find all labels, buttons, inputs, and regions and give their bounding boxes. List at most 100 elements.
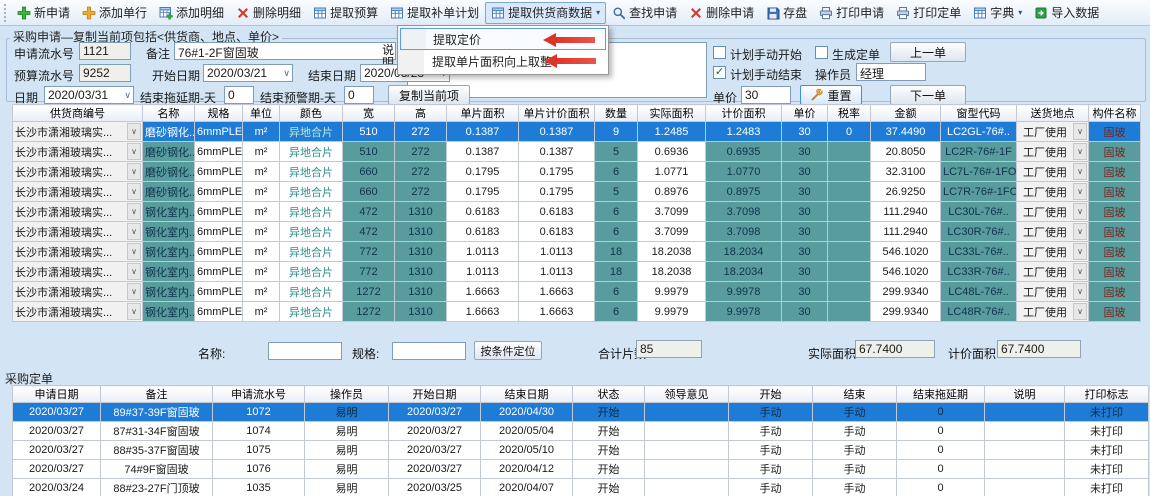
remark-field[interactable]: 76#1-2F窗固玻 bbox=[174, 42, 396, 60]
generate-order-checkbox[interactable] bbox=[815, 46, 828, 59]
delivery-dropdown[interactable]: 工厂使用 ∨ bbox=[1016, 181, 1089, 202]
menu-item-2[interactable]: 提取单片面积向上取整 bbox=[400, 50, 606, 72]
supplier-dropdown[interactable]: 长沙市潇湘玻璃实... ∨ bbox=[12, 181, 143, 202]
column-header[interactable]: 规格 bbox=[194, 104, 243, 122]
column-header[interactable]: 结束拖延期 bbox=[896, 385, 985, 403]
operator-field[interactable]: 经理 bbox=[856, 63, 926, 81]
delivery-dropdown[interactable]: 工厂使用 ∨ bbox=[1016, 121, 1089, 142]
toolbar-button-6[interactable]: 提取补单计划 bbox=[384, 2, 485, 24]
supplier-dropdown[interactable]: 长沙市潇湘玻璃实... ∨ bbox=[12, 241, 143, 262]
supplier-dropdown[interactable]: 长沙市潇湘玻璃实... ∨ bbox=[12, 141, 143, 162]
column-header[interactable]: 单片计价面积 bbox=[518, 104, 595, 122]
column-header[interactable]: 数量 bbox=[594, 104, 638, 122]
toolbar-button-12[interactable]: 打印定单 bbox=[890, 2, 967, 24]
table-row[interactable]: 长沙市潇湘玻璃实...∨钢化室内..6mmPLE...m²异地合片1272131… bbox=[12, 281, 1141, 302]
column-header[interactable]: 金额 bbox=[870, 104, 941, 122]
unit-price-field[interactable]: 30 bbox=[741, 86, 791, 104]
plan-manual-start-checkbox[interactable] bbox=[713, 46, 726, 59]
column-header[interactable]: 送货地点 bbox=[1016, 104, 1089, 122]
column-header[interactable]: 开始日期 bbox=[388, 385, 481, 403]
delivery-dropdown[interactable]: 工厂使用 ∨ bbox=[1016, 161, 1089, 182]
menu-item-1[interactable]: 提取定价 bbox=[400, 28, 606, 50]
delivery-dropdown[interactable]: 工厂使用 ∨ bbox=[1016, 301, 1089, 322]
column-header[interactable]: 供货商编号 bbox=[12, 104, 143, 122]
column-header[interactable]: 说明 bbox=[984, 385, 1065, 403]
column-header[interactable]: 名称 bbox=[142, 104, 195, 122]
table-row[interactable]: 2020/03/27 89#37-39F窗固玻 1072 易明 2020/03/27 20… bbox=[12, 402, 1149, 422]
warn-field[interactable]: 0 bbox=[344, 86, 374, 104]
toolbar-button-9[interactable]: 删除申请 bbox=[683, 2, 760, 24]
toolbar-button-10[interactable]: 存盘 bbox=[760, 2, 813, 24]
table-row[interactable]: 长沙市潇湘玻璃实...∨钢化室内..6mmPLE...m²异地合片7721310… bbox=[12, 261, 1141, 282]
table-row[interactable]: 2020/03/24 88#23-27F门顶玻 1035 易明 2020/03/25 20… bbox=[12, 478, 1149, 496]
column-header[interactable]: 状态 bbox=[572, 385, 645, 403]
table-row[interactable]: 长沙市潇湘玻璃实...∨磨砂钢化..6mmPLE...m²异地合片6602720… bbox=[12, 161, 1141, 182]
column-header[interactable]: 开始 bbox=[728, 385, 813, 403]
column-header[interactable]: 颜色 bbox=[279, 104, 343, 122]
column-header[interactable]: 结束日期 bbox=[480, 385, 573, 403]
toolbar-button-3[interactable]: 添加明细 bbox=[153, 2, 230, 24]
table-row[interactable]: 2020/03/27 87#31-34F窗固玻 1074 易明 2020/03/27 20… bbox=[12, 421, 1149, 441]
toolbar-button-7[interactable]: 提取供货商数据 ▾ bbox=[485, 1, 607, 24]
table-row[interactable]: 长沙市潇湘玻璃实...∨钢化室内..6mmPLE...m²异地合片4721310… bbox=[12, 201, 1141, 222]
column-header[interactable]: 申请流水号 bbox=[212, 385, 305, 403]
supplier-dropdown[interactable]: 长沙市潇湘玻璃实... ∨ bbox=[12, 161, 143, 182]
column-header[interactable]: 单价 bbox=[781, 104, 828, 122]
spec-filter-input[interactable] bbox=[392, 342, 466, 360]
table-row[interactable]: 长沙市潇湘玻璃实...∨钢化室内..6mmPLE...m²异地合片4721310… bbox=[12, 221, 1141, 242]
next-order-button[interactable]: 下一单 bbox=[890, 85, 966, 105]
delivery-dropdown[interactable]: 工厂使用 ∨ bbox=[1016, 141, 1089, 162]
delivery-dropdown[interactable]: 工厂使用 ∨ bbox=[1016, 241, 1089, 262]
column-header[interactable]: 结束 bbox=[812, 385, 897, 403]
column-header[interactable]: 税率 bbox=[827, 104, 871, 122]
toolbar-button-4[interactable]: 删除明细 bbox=[230, 2, 307, 24]
supplier-dropdown[interactable]: 长沙市潇湘玻璃实... ∨ bbox=[12, 121, 143, 142]
column-header[interactable]: 单片面积 bbox=[446, 104, 519, 122]
toolbar-button-14[interactable]: 导入数据 bbox=[1028, 2, 1105, 24]
column-header[interactable]: 领导意见 bbox=[644, 385, 729, 403]
table-row[interactable]: 2020/03/27 88#35-37F窗固玻 1075 易明 2020/03/27 20… bbox=[12, 440, 1149, 460]
table-row[interactable]: 长沙市潇湘玻璃实...∨磨砂钢化..6mmPLE...m²异地合片6602720… bbox=[12, 181, 1141, 202]
delivery-dropdown[interactable]: 工厂使用 ∨ bbox=[1016, 201, 1089, 222]
table-row[interactable]: 2020/03/27 74#9F窗固玻 1076 易明 2020/03/27 2020/0… bbox=[12, 459, 1149, 479]
column-header[interactable]: 操作员 bbox=[304, 385, 389, 403]
delivery-dropdown[interactable]: 工厂使用 ∨ bbox=[1016, 261, 1089, 282]
reset-button[interactable]: 重置 bbox=[800, 85, 862, 105]
delivery-dropdown[interactable]: 工厂使用 ∨ bbox=[1016, 221, 1089, 242]
toolbar-button-11[interactable]: 打印申请 bbox=[813, 2, 890, 24]
plan-manual-end-checkbox[interactable] bbox=[713, 66, 726, 79]
column-header[interactable]: 构件名称 bbox=[1088, 104, 1141, 122]
start-date-select[interactable]: 2020/03/21 ∨ bbox=[203, 64, 293, 82]
column-header[interactable]: 申请日期 bbox=[12, 385, 101, 403]
table-row[interactable]: 长沙市潇湘玻璃实...∨磨砂钢化..6mmPLE...m²异地合片5102720… bbox=[12, 141, 1141, 162]
serial-field[interactable]: 1121 bbox=[79, 42, 131, 60]
toolbar-button-5[interactable]: 提取预算 bbox=[307, 2, 384, 24]
supplier-dropdown[interactable]: 长沙市潇湘玻璃实... ∨ bbox=[12, 201, 143, 222]
column-header[interactable]: 单位 bbox=[242, 104, 280, 122]
column-header[interactable]: 打印标志 bbox=[1064, 385, 1149, 403]
supplier-dropdown[interactable]: 长沙市潇湘玻璃实... ∨ bbox=[12, 281, 143, 302]
column-header[interactable]: 高 bbox=[394, 104, 447, 122]
budget-field[interactable]: 9252 bbox=[79, 64, 131, 82]
column-header[interactable]: 实际面积 bbox=[637, 104, 706, 122]
supplier-dropdown[interactable]: 长沙市潇湘玻璃实... ∨ bbox=[12, 261, 143, 282]
column-header[interactable]: 窗型代码 bbox=[940, 104, 1017, 122]
column-header[interactable]: 计价面积 bbox=[705, 104, 782, 122]
delay-field[interactable]: 0 bbox=[224, 86, 254, 104]
locate-by-condition-button[interactable]: 按条件定位 bbox=[474, 341, 542, 360]
previous-order-button[interactable]: 上一单 bbox=[890, 42, 966, 62]
supplier-dropdown[interactable]: 长沙市潇湘玻璃实... ∨ bbox=[12, 221, 143, 242]
copy-current-button[interactable]: 复制当前项 bbox=[388, 85, 470, 105]
toolbar-button-8[interactable]: 查找申请 bbox=[606, 2, 683, 24]
name-filter-input[interactable] bbox=[268, 342, 342, 360]
date-select[interactable]: 2020/03/31 ∨ bbox=[44, 86, 134, 104]
toolbar-button-1[interactable]: 新申请 bbox=[11, 2, 76, 24]
delivery-dropdown[interactable]: 工厂使用 ∨ bbox=[1016, 281, 1089, 302]
column-header[interactable]: 宽 bbox=[342, 104, 395, 122]
supplier-dropdown[interactable]: 长沙市潇湘玻璃实... ∨ bbox=[12, 301, 143, 322]
table-row[interactable]: 长沙市潇湘玻璃实...∨钢化室内..6mmPLE...m²异地合片1272131… bbox=[12, 301, 1141, 322]
column-header[interactable]: 备注 bbox=[100, 385, 213, 403]
table-row[interactable]: 长沙市潇湘玻璃实...∨钢化室内..6mmPLE...m²异地合片7721310… bbox=[12, 241, 1141, 262]
toolbar-button-2[interactable]: 添加单行 bbox=[76, 2, 153, 24]
table-row[interactable]: 长沙市潇湘玻璃实...∨磨砂钢化..6mmPLE...m²异地合片5102720… bbox=[12, 121, 1141, 142]
